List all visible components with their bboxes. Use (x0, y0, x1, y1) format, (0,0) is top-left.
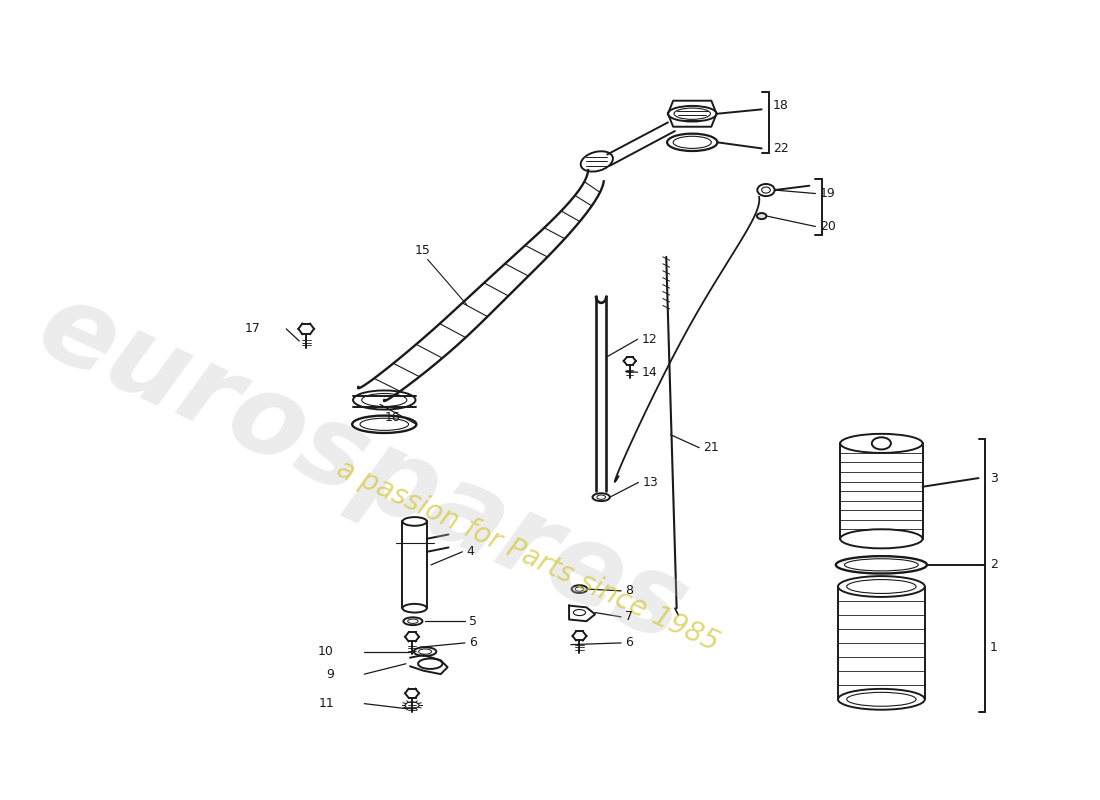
Text: 1: 1 (990, 641, 998, 654)
Text: 3: 3 (990, 471, 998, 485)
Text: 15: 15 (415, 244, 430, 258)
Text: a passion for Parts since 1985: a passion for Parts since 1985 (332, 455, 723, 658)
Text: 13: 13 (642, 476, 659, 489)
Text: 11: 11 (318, 697, 334, 710)
Text: 22: 22 (773, 142, 789, 155)
Text: 19: 19 (820, 187, 836, 200)
Text: 12: 12 (642, 333, 658, 346)
Text: 17: 17 (244, 322, 261, 335)
Text: 16: 16 (384, 411, 400, 424)
Text: eurospares: eurospares (22, 273, 704, 666)
Text: 6: 6 (626, 637, 634, 650)
Text: 4: 4 (466, 546, 474, 558)
Text: 21: 21 (704, 442, 719, 454)
Text: 20: 20 (820, 220, 836, 233)
Text: 9: 9 (326, 668, 334, 681)
Text: 2: 2 (990, 558, 998, 571)
Text: 10: 10 (318, 645, 334, 658)
Ellipse shape (757, 213, 767, 219)
Text: 14: 14 (642, 366, 658, 378)
Text: 7: 7 (626, 610, 634, 623)
Text: 8: 8 (626, 584, 634, 598)
Text: 5: 5 (470, 614, 477, 628)
Text: 6: 6 (470, 637, 477, 650)
Text: 18: 18 (773, 98, 789, 111)
